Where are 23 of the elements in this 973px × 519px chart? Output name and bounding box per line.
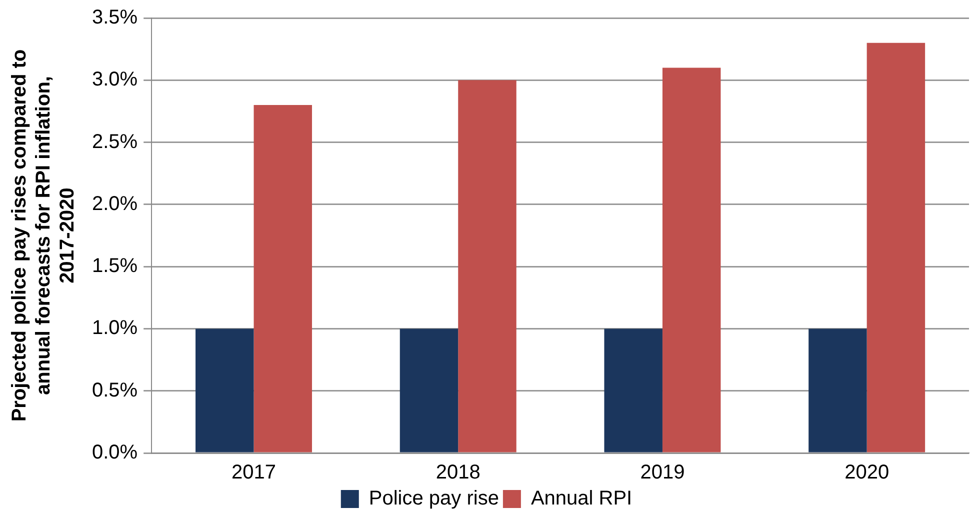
bar xyxy=(604,328,662,452)
bar xyxy=(808,328,867,452)
y-tick-label: 2.0% xyxy=(92,192,138,215)
y-axis-title: Projected police pay rises compared to annual forecasts for RPI inflation, 2017-2020 xyxy=(8,49,79,422)
x-tick-label: 2018 xyxy=(436,462,480,484)
x-tick-label: 2019 xyxy=(640,462,685,484)
legend-label: Annual RPI xyxy=(530,488,632,510)
bar xyxy=(400,328,458,452)
bar xyxy=(662,68,721,452)
bar xyxy=(254,105,312,452)
y-tick-label: 0.0% xyxy=(92,442,138,464)
bar xyxy=(196,328,254,452)
bar xyxy=(866,42,926,452)
x-tick-label: 2017 xyxy=(232,462,276,484)
bar xyxy=(458,80,516,452)
y-tick-label: 0.5% xyxy=(92,379,138,402)
y-tick-label: 3.0% xyxy=(92,68,138,91)
y-tick-label: 1.0% xyxy=(92,317,138,340)
legend-label: Police pay rise xyxy=(368,488,499,510)
y-tick-label: 3.5% xyxy=(92,6,138,29)
y-tick-label: 1.5% xyxy=(92,255,138,278)
x-tick-label: 2020 xyxy=(844,462,890,484)
y-tick-label: 2.5% xyxy=(92,130,138,153)
